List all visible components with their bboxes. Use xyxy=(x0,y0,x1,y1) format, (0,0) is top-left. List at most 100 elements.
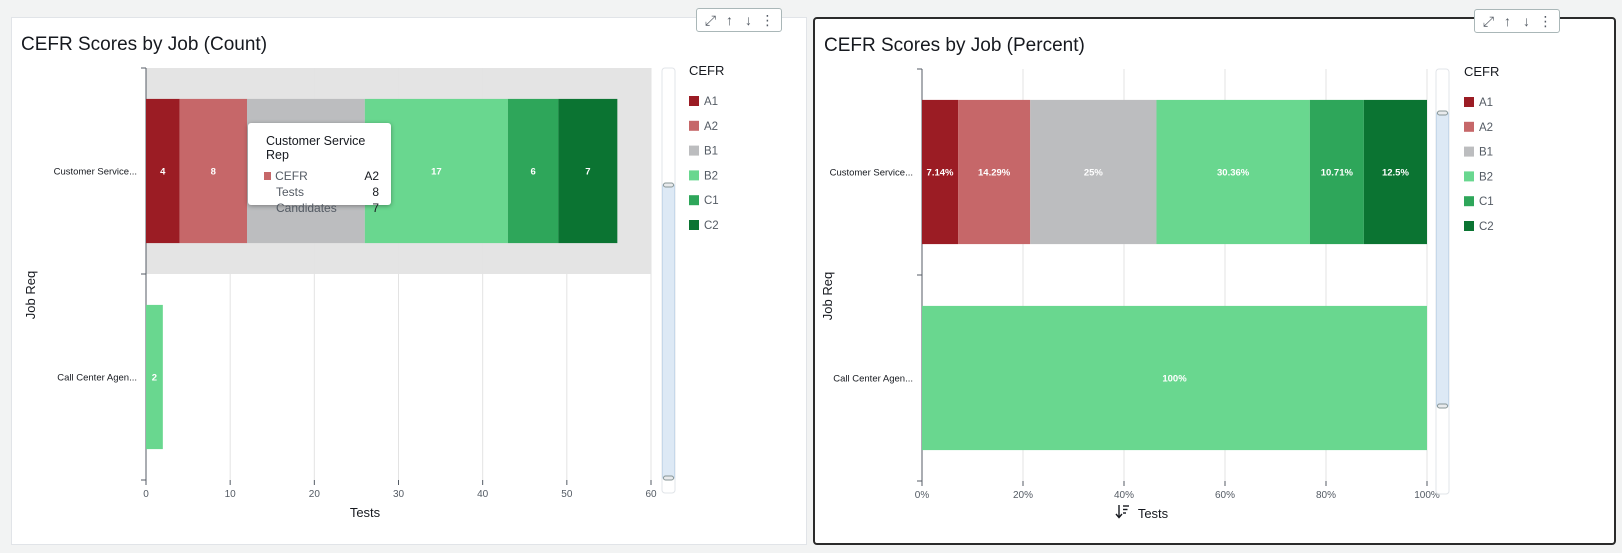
scrollbar-handle-bottom[interactable] xyxy=(1437,403,1448,409)
legend-swatch[interactable] xyxy=(1464,221,1474,231)
data-label: 7.14% xyxy=(927,168,954,179)
data-label: 30.36% xyxy=(1217,168,1250,179)
x-tick-label: 0 xyxy=(143,489,149,500)
x-tick-label: 50 xyxy=(561,489,573,500)
bar-segment-a2[interactable] xyxy=(958,99,1031,245)
tooltip-title: Customer Service Rep xyxy=(266,134,366,162)
legend-item-label[interactable]: B1 xyxy=(704,146,718,158)
bar-segment-a2[interactable] xyxy=(179,98,247,244)
x-tick-label: 80% xyxy=(1316,490,1336,501)
bar-segment-b2[interactable] xyxy=(922,305,1427,451)
y-axis-title: Job Req xyxy=(820,272,835,320)
move-down-icon[interactable]: ↓ xyxy=(745,12,752,28)
scrollbar-handle-bottom[interactable] xyxy=(663,475,674,481)
legend-item-label[interactable]: B2 xyxy=(1479,171,1493,183)
y-tick-label: Call Center Agen... xyxy=(833,374,913,385)
tooltip-value: A2 xyxy=(364,169,379,183)
y-tick-label: Call Center Agen... xyxy=(57,373,137,384)
bar-segment-a1[interactable] xyxy=(146,98,180,244)
data-label: 25% xyxy=(1084,168,1104,179)
legend-item-label[interactable]: C1 xyxy=(704,195,719,207)
expand-icon[interactable]: ⤢ xyxy=(1482,12,1495,29)
legend-item-label[interactable]: B2 xyxy=(704,170,718,182)
move-up-icon[interactable]: ↑ xyxy=(1504,13,1511,29)
move-up-icon[interactable]: ↑ xyxy=(726,12,733,28)
x-tick-label: 60 xyxy=(645,489,657,500)
tooltip-swatch xyxy=(264,172,272,180)
legend-title: CEFR xyxy=(689,63,724,78)
data-label: 7 xyxy=(585,167,590,178)
percent-chart: 0% 20% 40% 60% 80% 100% 7.14% 14.29% 25% 30.36% 10… xyxy=(820,64,1499,521)
bar-segment-b1[interactable] xyxy=(1030,99,1157,245)
scrollbar-handle-top[interactable] xyxy=(663,182,674,188)
legend-swatch[interactable] xyxy=(689,170,699,181)
more-options-icon[interactable]: ⋮ xyxy=(1538,12,1553,29)
legend-swatch[interactable] xyxy=(689,220,699,230)
x-axis-title: Tests xyxy=(1138,506,1169,521)
legend-title: CEFR xyxy=(1464,64,1499,79)
panel-title: CEFR Scores by Job (Percent) xyxy=(824,35,1085,56)
x-tick-label: 0% xyxy=(915,490,930,501)
legend-swatch[interactable] xyxy=(689,145,699,156)
tooltip-key: CEFR xyxy=(275,169,308,183)
legend-item-label[interactable]: B1 xyxy=(1479,147,1493,159)
bar-segment-a1[interactable] xyxy=(922,99,959,245)
move-down-icon[interactable]: ↓ xyxy=(1523,13,1530,29)
x-tick-label: 40 xyxy=(477,489,489,500)
tooltip-key: Tests xyxy=(276,185,305,199)
data-label: 17 xyxy=(431,167,442,178)
legend-item-label[interactable]: A2 xyxy=(704,121,718,133)
tooltip-value: 8 xyxy=(372,185,379,199)
bar-segment-b2[interactable] xyxy=(146,304,163,450)
tooltip-value: 7 xyxy=(372,201,379,215)
count-chart: 0 10 20 30 40 50 60 4 8 17 6 7 Customer Service... 2 C… xyxy=(23,63,724,520)
legend-item-label[interactable]: A2 xyxy=(1479,122,1493,134)
count-chart-panel: CEFR Scores by Job (Count) ⤢ ↑ ↓ ⋮ 0 10 20… xyxy=(11,8,807,545)
expand-icon[interactable]: ⤢ xyxy=(704,11,717,28)
legend-item-label[interactable]: A1 xyxy=(704,96,718,108)
tooltip-row-cefr: CEFR A2 xyxy=(264,168,379,184)
legend-swatch[interactable] xyxy=(689,120,699,131)
x-tick-label: 20 xyxy=(309,489,321,500)
percent-chart-panel: CEFR Scores by Job (Percent) ⤢ ↑ ↓ ⋮ 0% 2… xyxy=(813,9,1616,545)
tooltip-key: Candidates xyxy=(276,201,337,215)
tooltip-row-candidates: Candidates 7 xyxy=(264,200,379,216)
x-tick-label: 40% xyxy=(1114,490,1134,501)
y-axis-title: Job Req xyxy=(23,271,38,319)
legend-swatch[interactable] xyxy=(1464,97,1474,107)
legend-item-label[interactable]: C2 xyxy=(1479,221,1494,233)
legend-swatch[interactable] xyxy=(1464,171,1474,182)
bar-segment-c1[interactable] xyxy=(507,98,559,244)
y-tick-label: Customer Service... xyxy=(830,168,913,179)
panel-toolbar: ⤢ ↑ ↓ ⋮ xyxy=(1474,9,1560,33)
legend-swatch[interactable] xyxy=(1464,121,1474,132)
legend-swatch[interactable] xyxy=(1464,146,1474,157)
legend-item-label[interactable]: C2 xyxy=(704,220,719,232)
more-options-icon[interactable]: ⋮ xyxy=(760,11,775,28)
x-tick-label: 30 xyxy=(393,489,405,500)
data-label: 12.5% xyxy=(1382,168,1409,179)
x-tick-label: 60% xyxy=(1215,490,1235,501)
bar-segment-c1[interactable] xyxy=(1309,99,1364,245)
legend-item-label[interactable]: C1 xyxy=(1479,196,1494,208)
sort-descending-icon[interactable] xyxy=(1115,505,1129,519)
y-tick-label: Customer Service... xyxy=(54,167,137,178)
data-label: 6 xyxy=(531,167,536,178)
x-axis-title: Tests xyxy=(350,505,381,520)
scrollbar-handle-top[interactable] xyxy=(1437,110,1448,116)
data-label: 8 xyxy=(211,167,216,178)
bar-segment-c2[interactable] xyxy=(558,98,618,244)
x-tick-label: 20% xyxy=(1013,490,1033,501)
data-label: 4 xyxy=(160,167,166,178)
panel-toolbar: ⤢ ↑ ↓ ⋮ xyxy=(696,8,782,32)
legend-swatch[interactable] xyxy=(1464,196,1474,207)
data-label: 100% xyxy=(1162,374,1187,385)
bar-segment-c2[interactable] xyxy=(1363,99,1427,245)
legend-swatch[interactable] xyxy=(689,195,699,206)
data-label: 2 xyxy=(152,373,157,384)
scrollbar-thumb[interactable] xyxy=(1436,112,1449,407)
scrollbar-thumb[interactable] xyxy=(662,184,675,479)
legend-swatch[interactable] xyxy=(689,96,699,106)
legend-item-label[interactable]: A1 xyxy=(1479,97,1493,109)
bar-segment-b2[interactable] xyxy=(1156,99,1310,245)
